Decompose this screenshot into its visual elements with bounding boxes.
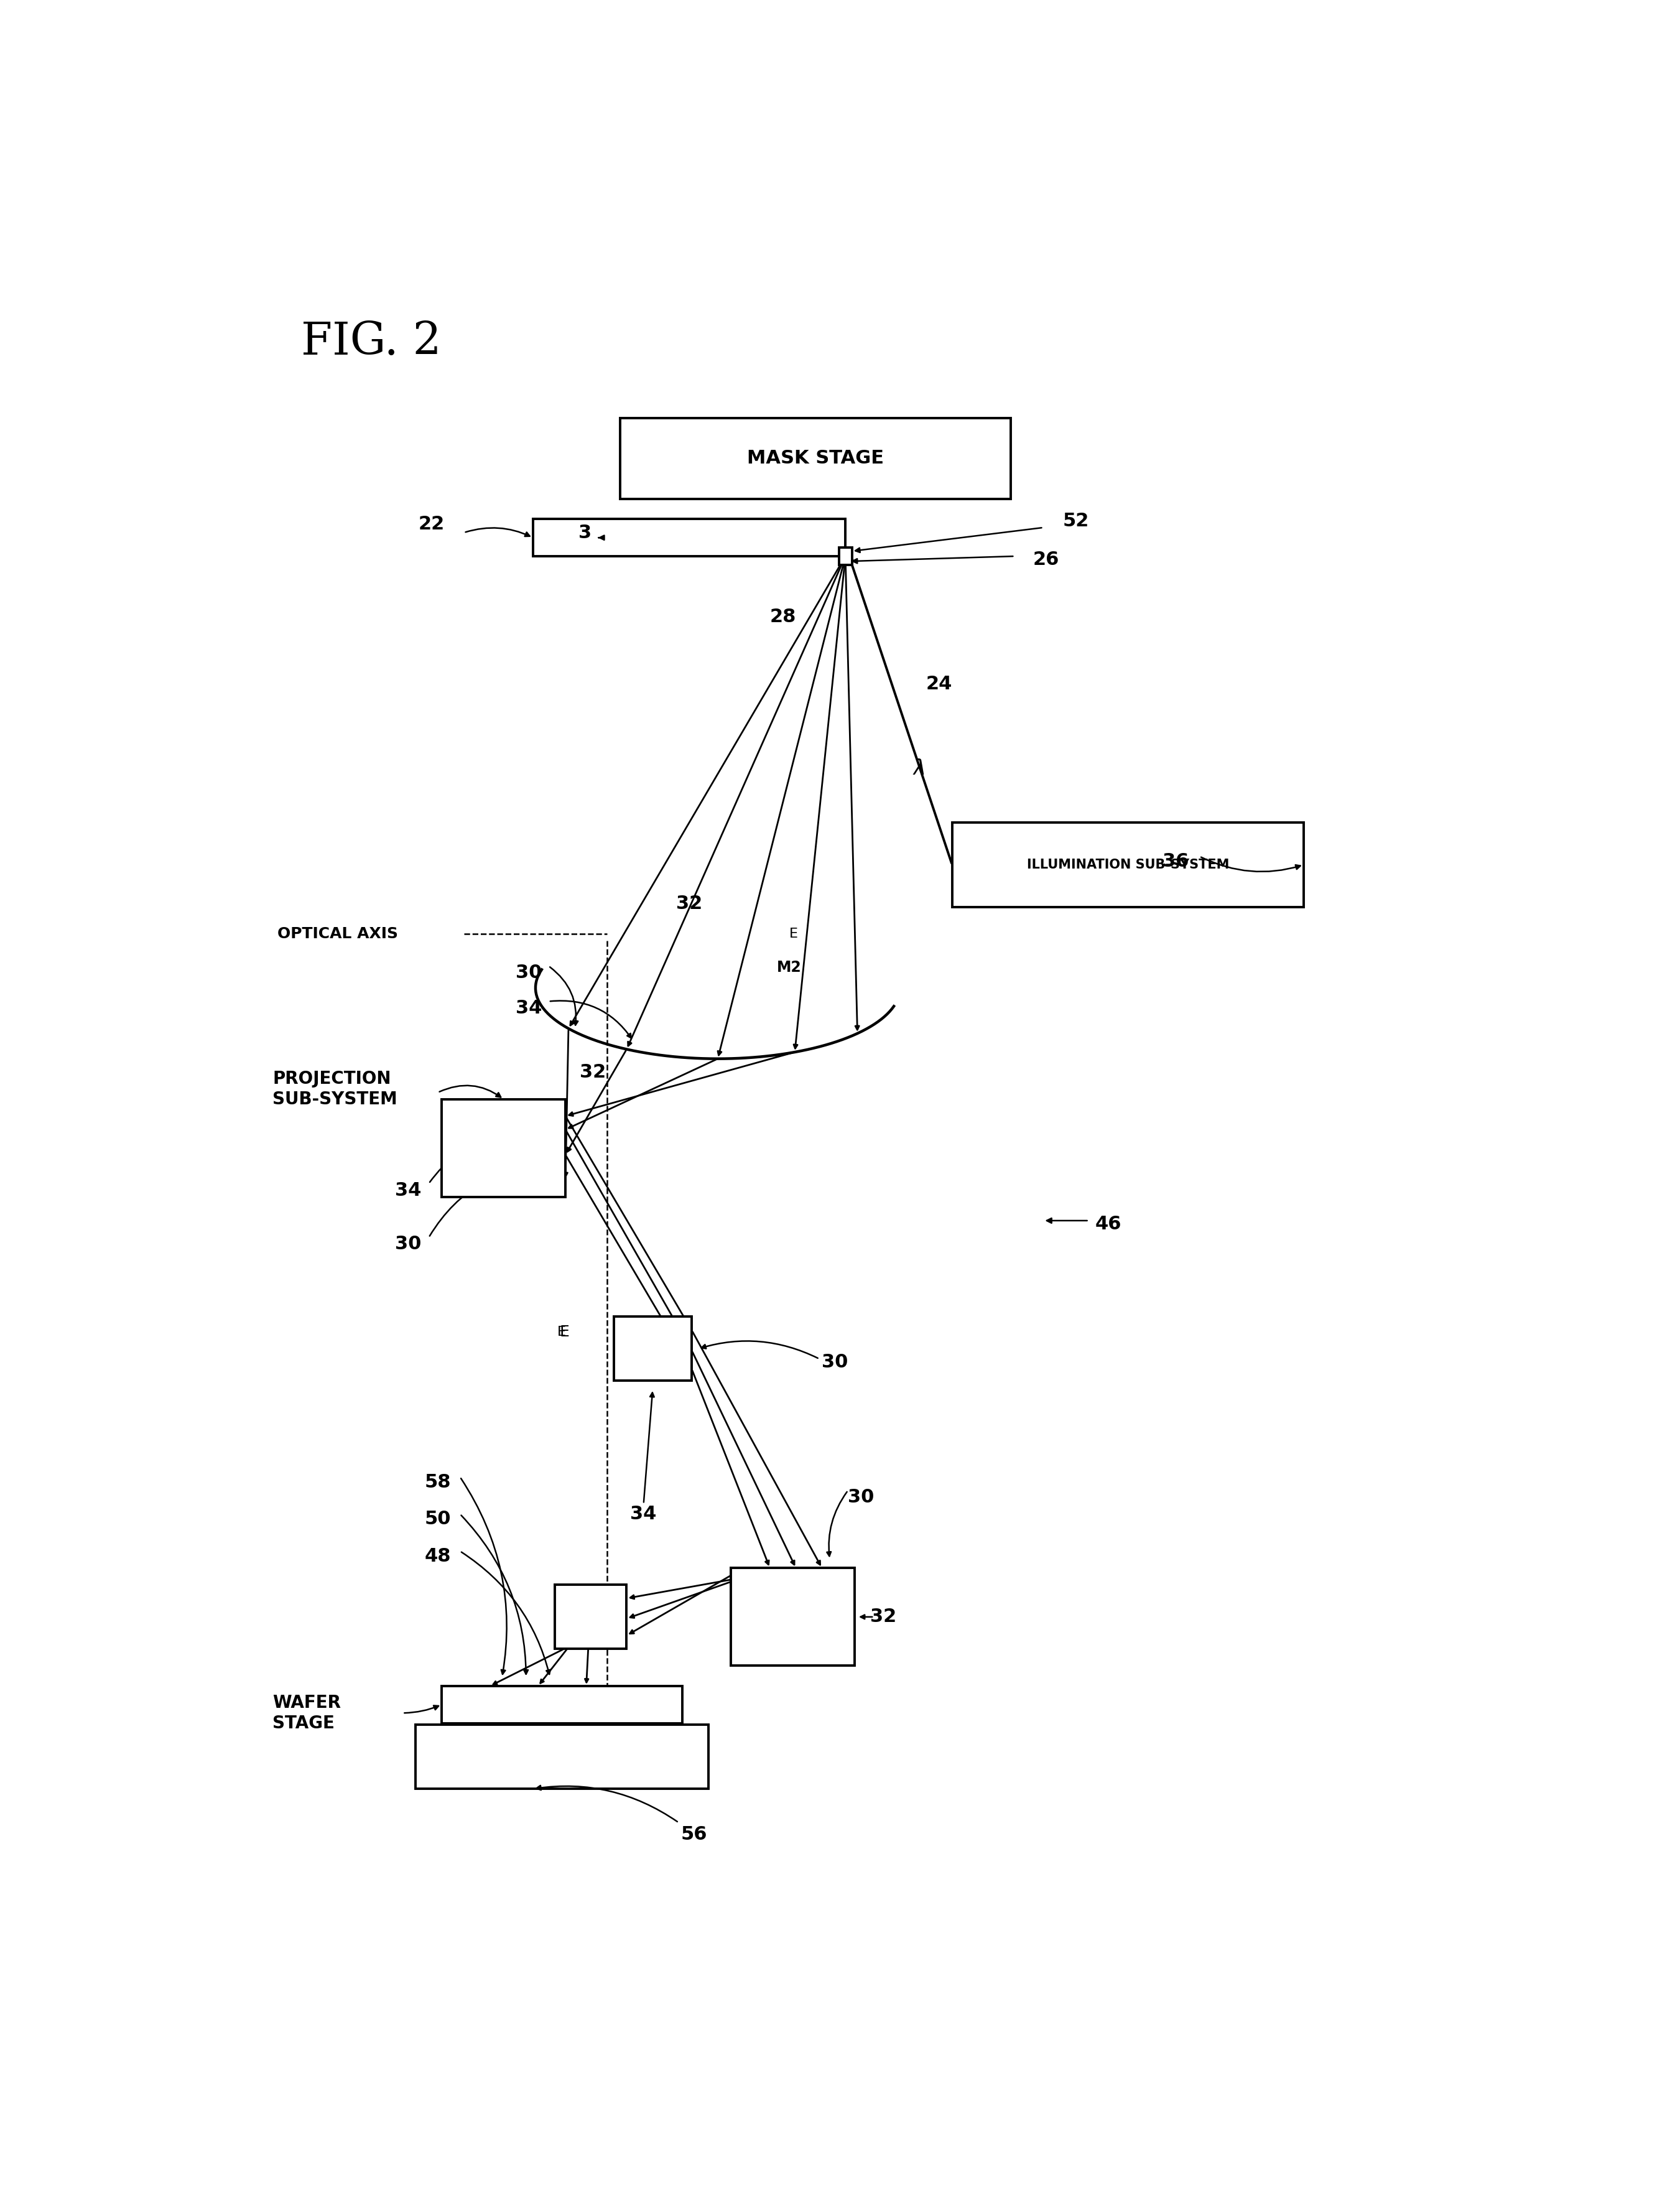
Text: 34: 34 (516, 999, 543, 1016)
Text: 34: 34 (395, 1180, 422, 1200)
Text: 52: 52 (1063, 512, 1089, 530)
Text: MASK STAGE: MASK STAGE (748, 449, 884, 466)
Text: 36: 36 (1163, 852, 1189, 869)
Text: 24: 24 (926, 675, 953, 694)
FancyBboxPatch shape (554, 1586, 627, 1649)
Text: λ: λ (914, 758, 926, 780)
FancyBboxPatch shape (415, 1726, 709, 1789)
Text: 50: 50 (425, 1511, 450, 1529)
Text: M3: M3 (578, 1610, 603, 1625)
Text: E: E (790, 929, 798, 940)
Text: M1: M1 (780, 1618, 805, 1634)
Text: 32: 32 (580, 1062, 606, 1082)
Text: WAFER
STAGE: WAFER STAGE (272, 1695, 341, 1732)
Text: M2: M2 (778, 959, 801, 975)
Text: 58: 58 (425, 1474, 450, 1491)
Text: 30: 30 (848, 1489, 874, 1507)
Text: ILLUMINATION SUB-SYSTEM: ILLUMINATION SUB-SYSTEM (1026, 858, 1230, 872)
Text: 34: 34 (630, 1505, 657, 1522)
Text: E: E (788, 1586, 796, 1599)
Text: 3: 3 (578, 523, 591, 541)
FancyBboxPatch shape (613, 1316, 692, 1382)
Text: 30: 30 (822, 1353, 848, 1371)
Text: 48: 48 (425, 1546, 450, 1566)
Text: 22: 22 (418, 515, 445, 532)
Text: PROJECTION
SUB-SYSTEM: PROJECTION SUB-SYSTEM (272, 1071, 398, 1108)
FancyBboxPatch shape (533, 519, 845, 556)
Text: 30: 30 (516, 964, 543, 981)
Text: 32: 32 (870, 1607, 895, 1625)
Text: 30: 30 (395, 1235, 422, 1253)
Text: M4: M4 (491, 1150, 516, 1165)
FancyBboxPatch shape (953, 823, 1304, 907)
Text: OPTICAL AXIS: OPTICAL AXIS (277, 926, 398, 942)
Text: M1: M1 (780, 1618, 805, 1634)
Text: 28: 28 (769, 609, 796, 626)
Text: E: E (559, 1325, 570, 1340)
Text: FIG. 2: FIG. 2 (301, 320, 442, 364)
FancyBboxPatch shape (620, 418, 1011, 499)
Text: E: E (788, 1586, 796, 1599)
FancyBboxPatch shape (731, 1568, 855, 1667)
FancyBboxPatch shape (442, 1099, 566, 1198)
Text: M3: M3 (578, 1610, 603, 1625)
FancyBboxPatch shape (838, 548, 852, 565)
Text: 46: 46 (1095, 1215, 1122, 1233)
Text: E: E (499, 1117, 507, 1130)
FancyBboxPatch shape (442, 1686, 682, 1724)
Text: 32: 32 (675, 894, 702, 913)
Text: 56: 56 (680, 1826, 707, 1844)
Text: 26: 26 (1033, 550, 1058, 569)
Text: E: E (558, 1325, 566, 1338)
